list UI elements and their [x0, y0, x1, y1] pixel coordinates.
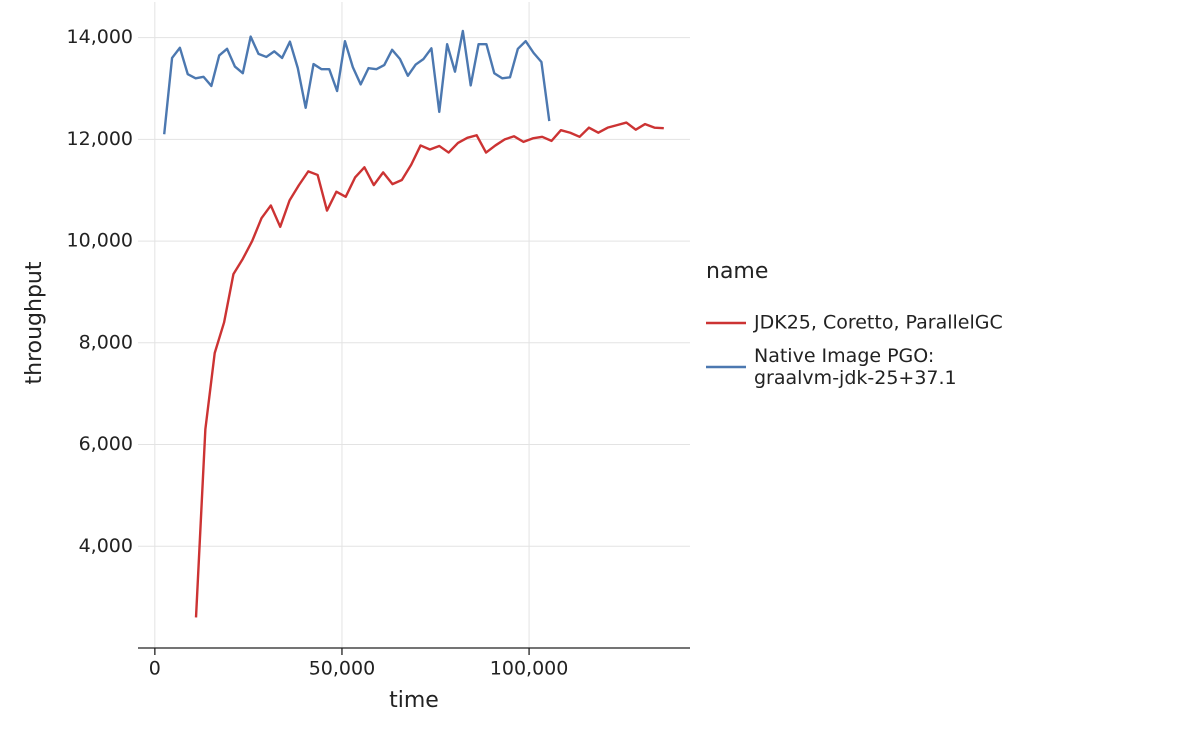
y-tick-label: 4,000: [79, 535, 133, 557]
x-tick-label: 100,000: [490, 658, 569, 680]
legend-label: Native Image PGO: graalvm-jdk-25+37.1: [754, 345, 957, 389]
y-axis-title: throughput: [22, 261, 47, 384]
x-tick-label: 50,000: [309, 658, 375, 680]
y-tick-label: 10,000: [67, 230, 133, 252]
series-line: [194, 121, 664, 618]
x-tick-label: 0: [149, 658, 161, 680]
x-axis-title: time: [389, 688, 439, 713]
series-line: [163, 29, 551, 135]
legend-label: JDK25, Coretto, ParallelGC: [753, 312, 1003, 334]
y-tick-label: 8,000: [79, 331, 133, 353]
y-tick-label: 14,000: [67, 26, 133, 48]
legend-title: name: [706, 259, 768, 284]
y-tick-label: 6,000: [79, 433, 133, 455]
y-tick-label: 12,000: [67, 128, 133, 150]
